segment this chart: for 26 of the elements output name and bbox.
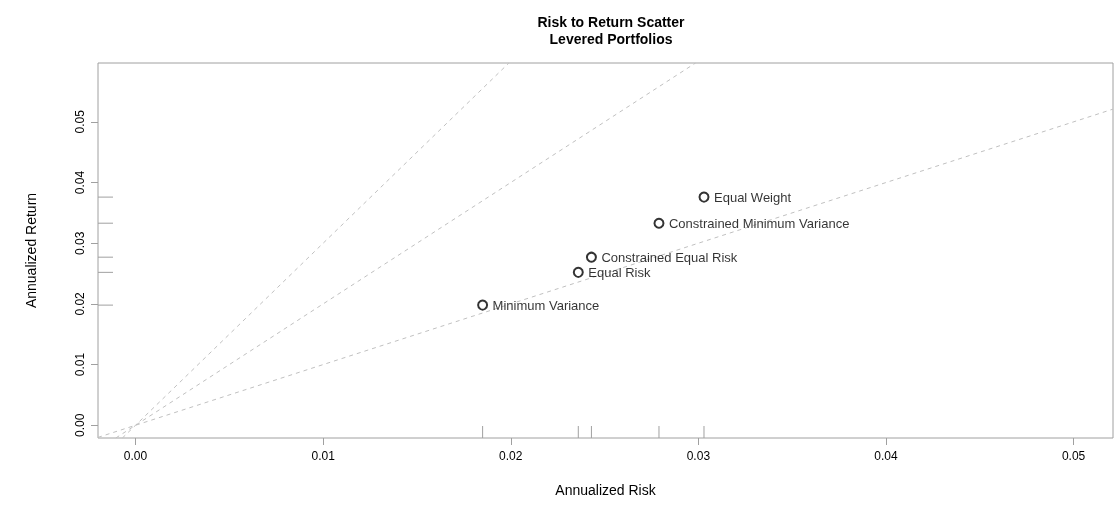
x-tick-label: 0.05 [1061, 449, 1086, 463]
y-tick-label: 0.03 [73, 231, 87, 255]
point [477, 299, 489, 311]
y-tick-label: 0.02 [73, 291, 87, 316]
y-tick-label: 0.00 [73, 413, 87, 437]
point [653, 217, 665, 229]
annotation: Minimum Variance [492, 297, 600, 313]
y-tick-label: 0.01 [73, 352, 87, 377]
y-tick-label: 0.04 [73, 170, 87, 195]
chart-title: Risk to Return Scatter [537, 14, 686, 30]
annotation: Constrained Minimum Variance [668, 215, 850, 231]
annotation: Equal Risk [588, 264, 651, 280]
point [572, 266, 584, 278]
chart-subtitle: Levered Portfolios [549, 31, 673, 47]
y-tick-label: 0.05 [73, 109, 87, 134]
x-tick-label: 0.03 [686, 449, 711, 463]
annotation: Constrained Equal Risk [601, 249, 738, 265]
x-tick-label: 0.02 [499, 449, 523, 463]
x-tick-label: 0.01 [311, 449, 336, 463]
annotation: Equal Weight [714, 189, 792, 205]
point [585, 251, 597, 263]
point [698, 191, 710, 203]
x-axis-title: Annualized Risk [555, 482, 657, 498]
x-tick-label: 0.04 [874, 449, 898, 463]
x-tick-label: 0.00 [123, 449, 148, 463]
y-axis-title: Annualized Return [23, 192, 39, 309]
